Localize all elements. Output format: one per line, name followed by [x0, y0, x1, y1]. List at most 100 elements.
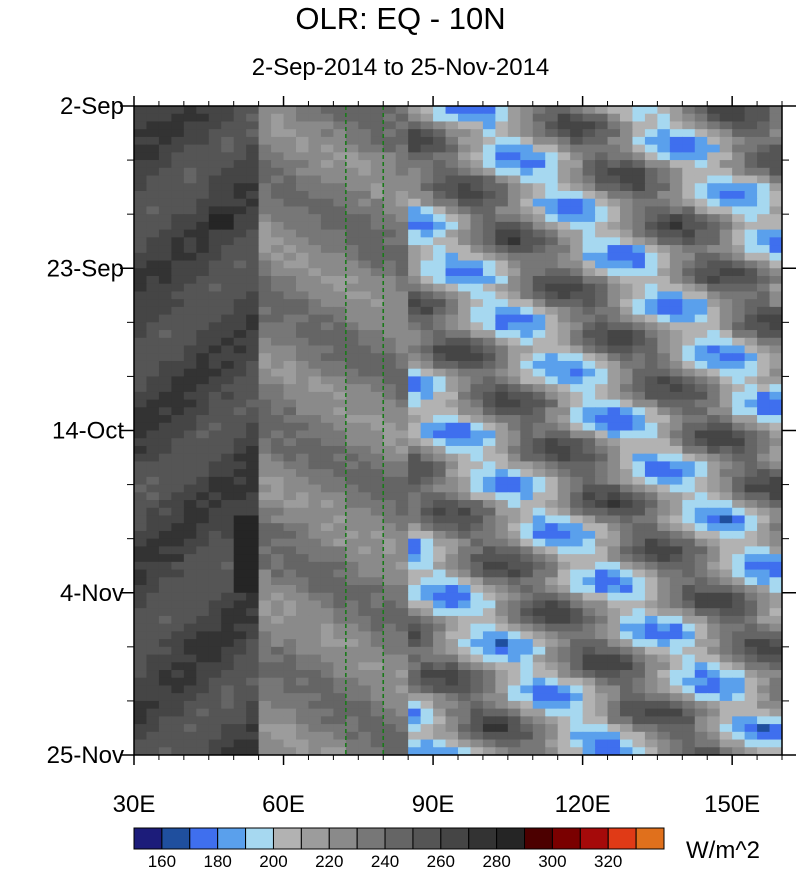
- field-cell: [296, 113, 310, 123]
- field-cell: [669, 167, 683, 177]
- field-cell: [707, 144, 721, 153]
- field-cell: [320, 731, 334, 741]
- field-cell: [458, 492, 472, 501]
- field-cell: [233, 391, 247, 401]
- field-cell: [495, 275, 509, 285]
- field-cell: [620, 113, 634, 123]
- field-cell: [296, 577, 310, 586]
- field-cell: [657, 585, 671, 594]
- field-cell: [595, 314, 609, 323]
- field-cell: [408, 716, 422, 725]
- field-cell: [607, 237, 621, 246]
- field-cell: [769, 113, 782, 123]
- field-cell: [420, 314, 434, 323]
- field-cell: [221, 330, 235, 339]
- field-cell: [233, 160, 247, 169]
- field-cell: [258, 190, 272, 200]
- field-cell: [682, 592, 696, 602]
- field-cell: [557, 407, 571, 416]
- field-cell: [171, 561, 185, 571]
- field-cell: [694, 569, 708, 578]
- field-cell: [532, 337, 546, 347]
- field-cell: [532, 306, 546, 316]
- field-cell: [757, 299, 771, 308]
- field-cell: [482, 407, 496, 416]
- field-cell: [570, 646, 584, 656]
- field-cell: [458, 445, 472, 455]
- field-cell: [445, 716, 459, 725]
- field-cell: [557, 252, 571, 262]
- field-cell: [520, 221, 534, 231]
- field-cell: [420, 693, 434, 702]
- field-cell: [669, 136, 683, 146]
- field-cell: [320, 693, 334, 702]
- field-cell: [134, 554, 148, 563]
- field-cell: [570, 113, 584, 123]
- field-cell: [595, 198, 609, 208]
- field-cell: [445, 121, 459, 130]
- field-cell: [707, 322, 721, 331]
- field-cell: [470, 167, 484, 177]
- colorbar-swatch: [133, 827, 163, 850]
- field-cell: [507, 492, 521, 501]
- field-cell: [221, 670, 235, 679]
- field-cell: [271, 569, 285, 578]
- field-cell: [146, 500, 160, 509]
- field-cell: [283, 113, 297, 123]
- field-cell: [196, 152, 210, 161]
- field-cell: [433, 268, 447, 277]
- field-cell: [719, 438, 733, 447]
- field-cell: [171, 275, 185, 285]
- field-cell: [620, 399, 634, 408]
- field-cell: [769, 646, 782, 656]
- field-cell: [333, 739, 347, 748]
- field-cell: [333, 291, 347, 300]
- field-cell: [271, 206, 285, 215]
- field-cell: [644, 654, 658, 663]
- field-cell: [607, 330, 621, 339]
- field-cell: [732, 461, 746, 470]
- field-cell: [296, 685, 310, 694]
- field-cell: [258, 592, 272, 602]
- field-cell: [296, 252, 310, 262]
- field-cell: [620, 260, 634, 269]
- field-cell: [644, 577, 658, 586]
- field-cell: [433, 646, 447, 656]
- field-cell: [532, 345, 546, 354]
- field-cell: [607, 492, 621, 501]
- field-cell: [669, 345, 683, 354]
- field-cell: [370, 306, 384, 316]
- field-cell: [296, 345, 310, 354]
- field-cell: [420, 167, 434, 177]
- field-cell: [146, 430, 160, 439]
- field-cell: [520, 731, 534, 741]
- field-cell: [333, 530, 347, 540]
- field-cell: [532, 183, 546, 192]
- field-cell: [545, 708, 559, 717]
- field-cell: [470, 739, 484, 748]
- field-cell: [707, 700, 721, 710]
- field-cell: [570, 144, 584, 153]
- field-cell: [146, 322, 160, 331]
- field-cell: [233, 275, 247, 285]
- field-cell: [644, 461, 658, 470]
- field-cell: [420, 639, 434, 648]
- field-cell: [632, 422, 646, 432]
- field-cell: [458, 260, 472, 269]
- field-cell: [408, 430, 422, 439]
- field-cell: [495, 569, 509, 578]
- field-cell: [283, 275, 297, 285]
- field-cell: [682, 384, 696, 393]
- field-cell: [433, 283, 447, 293]
- field-cell: [283, 121, 297, 130]
- field-cell: [520, 677, 534, 687]
- field-cell: [233, 291, 247, 300]
- field-cell: [383, 407, 397, 416]
- field-cell: [445, 523, 459, 532]
- field-cell: [470, 461, 484, 470]
- field-cell: [445, 214, 459, 223]
- field-cell: [358, 206, 372, 215]
- field-cell: [196, 221, 210, 231]
- field-cell: [470, 685, 484, 694]
- field-cell: [171, 360, 185, 370]
